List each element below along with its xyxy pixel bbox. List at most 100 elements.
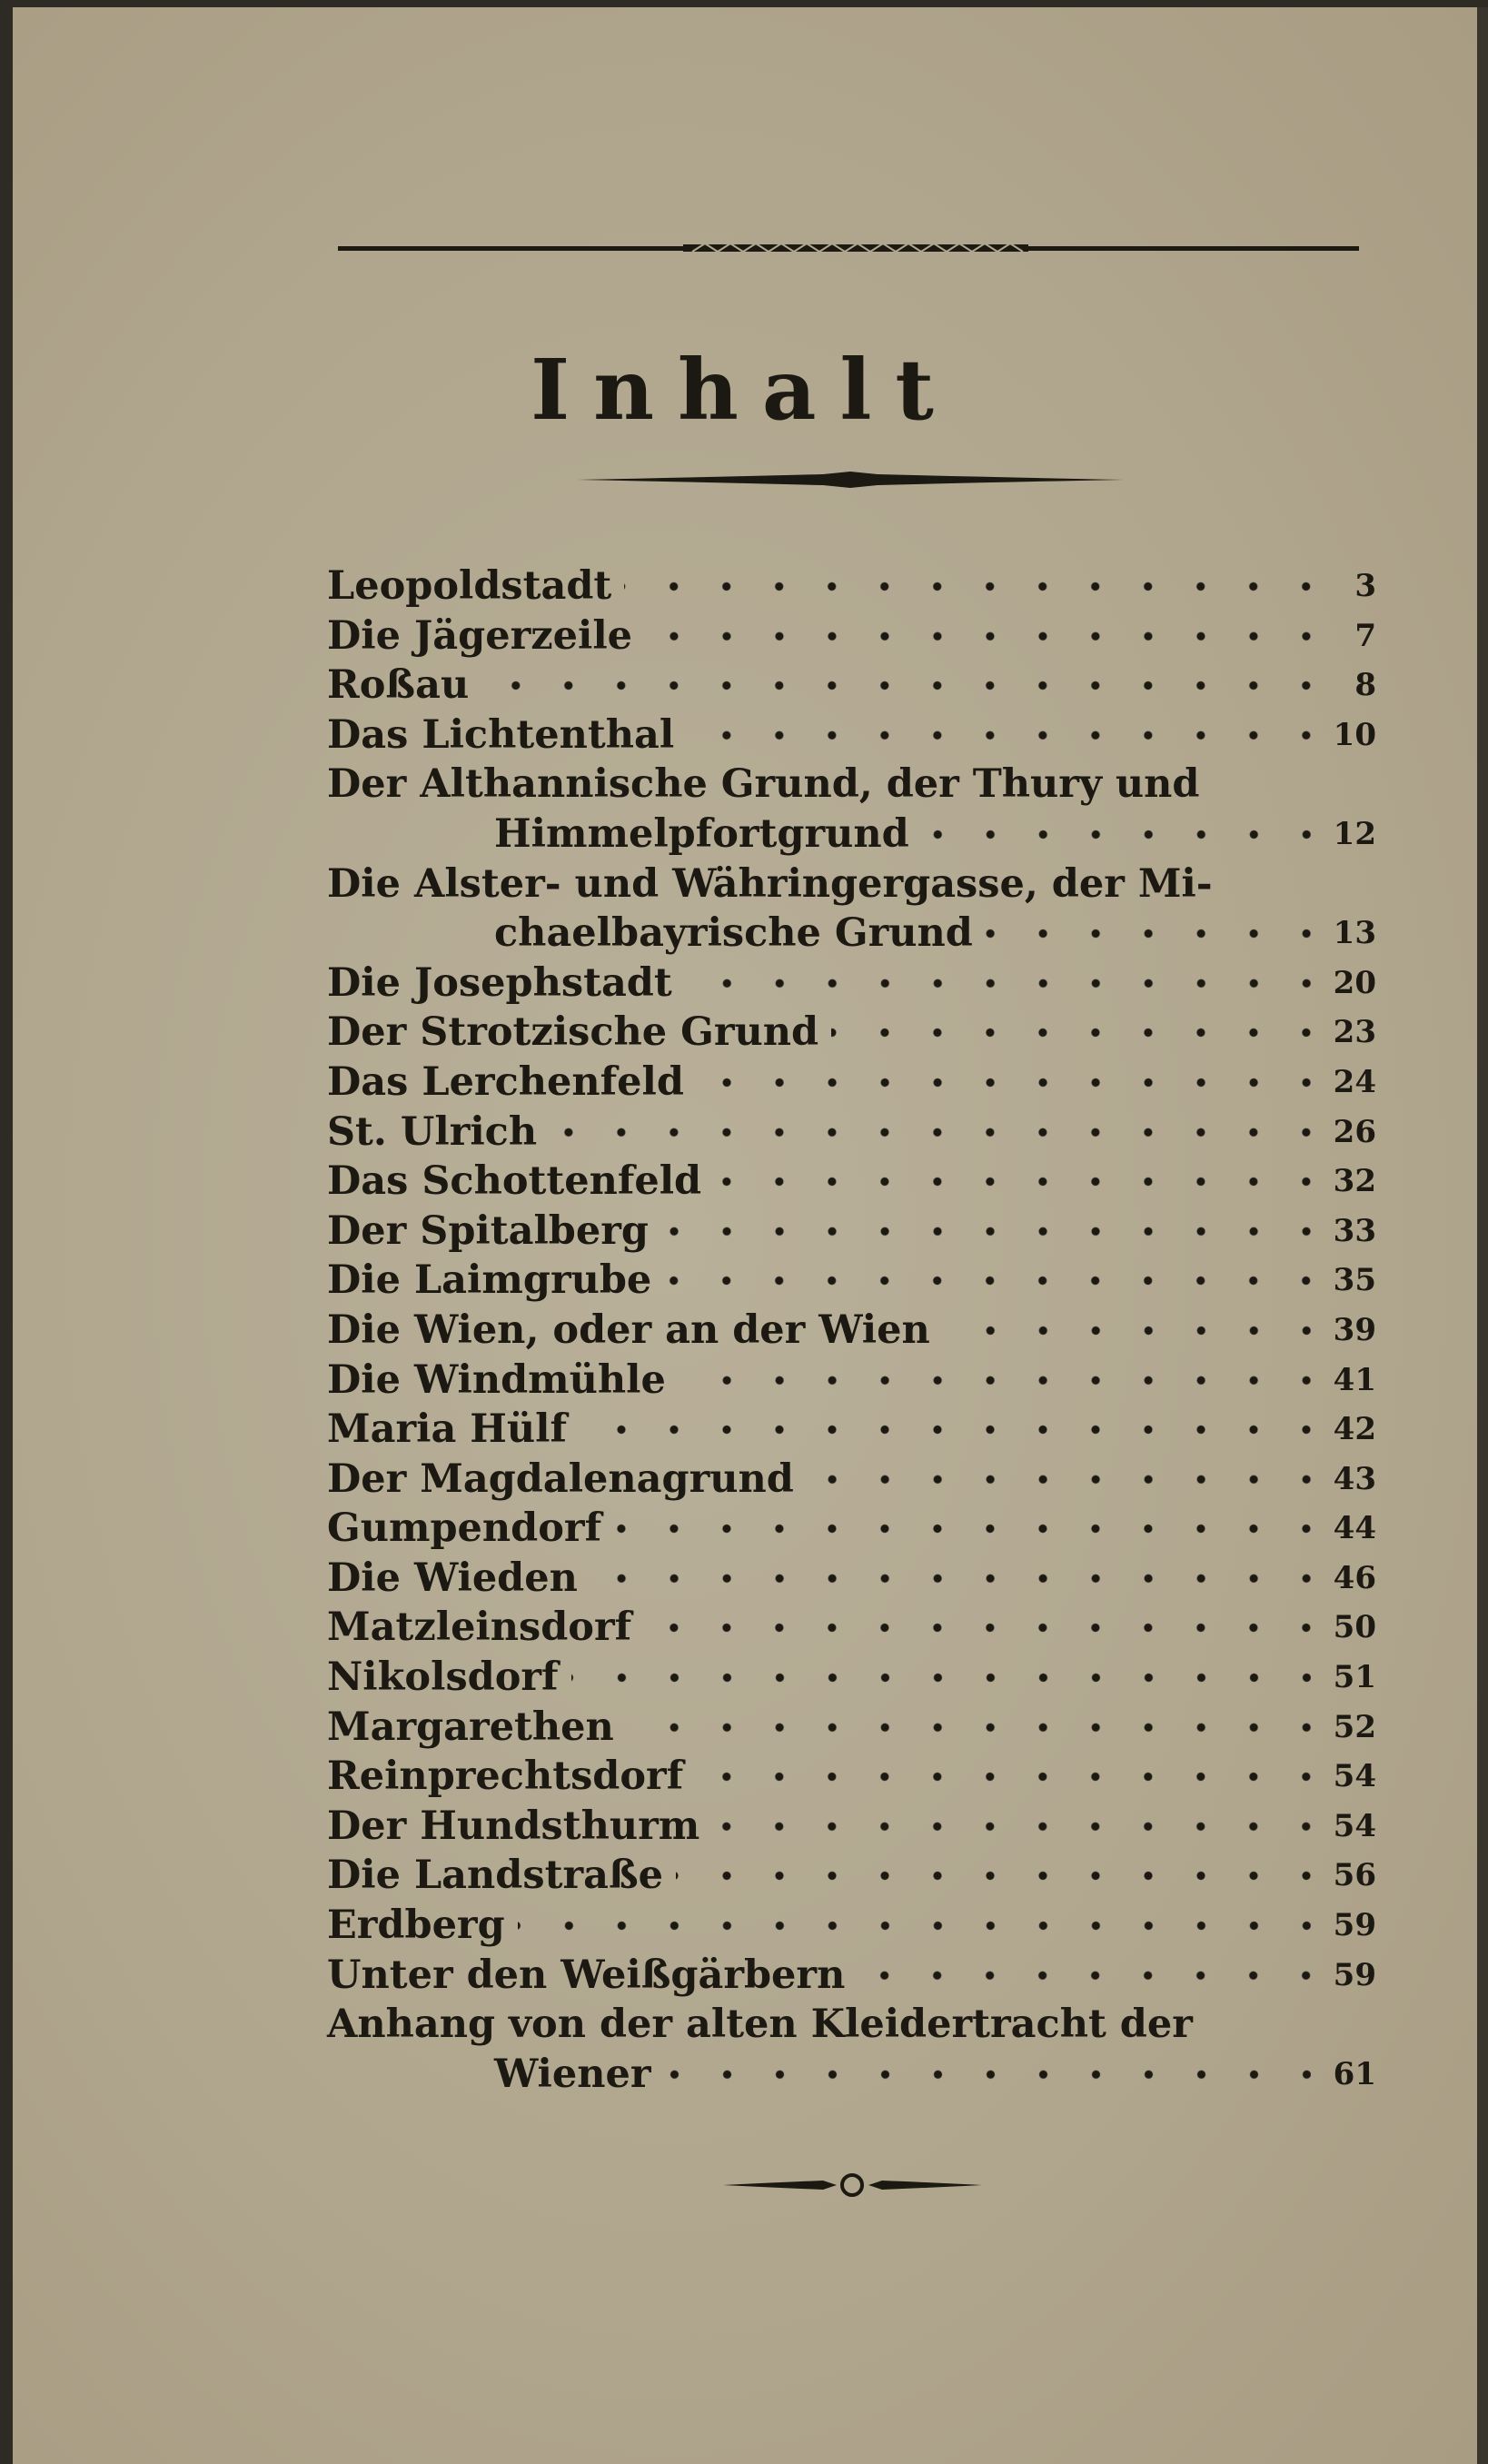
toc-entry: Die Laimgrube 35 bbox=[327, 1256, 1376, 1306]
toc-page-number: 59 bbox=[1333, 1907, 1376, 1944]
toc-entry: Matzleinsdorf 50 bbox=[327, 1603, 1376, 1654]
dot-leader bbox=[687, 710, 1311, 760]
toc-entry-title: Nikolsdorf bbox=[327, 1654, 559, 1701]
dot-leader bbox=[714, 1157, 1311, 1207]
toc-entry-title: Die Laimgrube bbox=[327, 1257, 652, 1304]
toc-page-number: 52 bbox=[1333, 1708, 1376, 1745]
toc-page-number: 10 bbox=[1333, 716, 1376, 753]
table-of-contents: Leopoldstadt 3 Die Jägerzeile 7 Roßau 8 Das Li… bbox=[327, 561, 1376, 2100]
dot-leader bbox=[517, 1901, 1311, 1951]
toc-entry-title: Die Wieden bbox=[327, 1555, 578, 1601]
toc-page-number: 59 bbox=[1333, 1956, 1376, 1993]
toc-page-number: 26 bbox=[1333, 1113, 1376, 1150]
toc-page-number: 54 bbox=[1333, 1758, 1376, 1795]
toc-entry-title: Die Windmühle bbox=[327, 1356, 666, 1403]
dot-leader bbox=[858, 1950, 1311, 2001]
dot-leader bbox=[626, 1702, 1311, 1753]
toc-entry: Die Wieden 46 bbox=[327, 1553, 1376, 1604]
toc-entry-title: Der Magdalenagrund bbox=[327, 1456, 794, 1502]
toc-entry-continuation: Wiener 61 bbox=[327, 2049, 1376, 2100]
toc-page-number: 54 bbox=[1333, 1807, 1376, 1844]
toc-page-number: 7 bbox=[1354, 617, 1376, 654]
toc-entry-continuation: chaelbayrische Grund 13 bbox=[327, 909, 1376, 959]
toc-entry: Die Jägerzeile 7 bbox=[327, 611, 1376, 661]
dot-leader bbox=[985, 909, 1311, 959]
toc-entry: Die Josephstadt 20 bbox=[327, 958, 1376, 1008]
dot-leader bbox=[831, 1008, 1311, 1058]
toc-entry-title: chaelbayrische Grund bbox=[494, 910, 973, 957]
toc-page-number: 41 bbox=[1333, 1361, 1376, 1398]
dot-leader bbox=[624, 561, 1311, 611]
dot-leader bbox=[481, 661, 1311, 710]
scan-edge-left bbox=[0, 0, 13, 2464]
toc-entry-continuation: Himmelpfortgrund 12 bbox=[327, 809, 1376, 859]
toc-entry: Die Alster- und Währingergasse, der Mi- bbox=[327, 859, 1376, 909]
scan-edge-top bbox=[0, 0, 1488, 7]
toc-entry: Der Magdalenagrund 43 bbox=[327, 1454, 1376, 1505]
toc-entry-title: Reinprechtsdorf bbox=[327, 1754, 684, 1800]
dot-leader bbox=[570, 1653, 1311, 1703]
toc-entry-title: Wiener bbox=[494, 2051, 651, 2097]
toc-entry: Erdberg 59 bbox=[327, 1901, 1376, 1951]
toc-entry-title: Erdberg bbox=[327, 1903, 505, 1949]
toc-entry: Die Landstraße 56 bbox=[327, 1851, 1376, 1902]
dot-leader bbox=[921, 809, 1311, 859]
toc-page-number: 24 bbox=[1333, 1063, 1376, 1100]
top-ornamental-rule bbox=[338, 242, 1359, 253]
dot-leader bbox=[645, 611, 1311, 661]
title-ornamental-rule bbox=[578, 472, 1124, 488]
dot-leader bbox=[684, 958, 1311, 1008]
toc-page-number: 20 bbox=[1333, 964, 1376, 1001]
toc-page-number: 51 bbox=[1333, 1659, 1376, 1696]
dot-leader bbox=[590, 1553, 1311, 1604]
toc-page-number: 42 bbox=[1333, 1411, 1376, 1448]
toc-entry: Margarethen 52 bbox=[327, 1702, 1376, 1753]
toc-entry-title: Das Schottenfeld bbox=[327, 1158, 702, 1205]
toc-page-number: 33 bbox=[1333, 1212, 1376, 1249]
toc-entry-title: Anhang von der alten Kleidertracht der bbox=[327, 2002, 1193, 2048]
dot-leader bbox=[644, 1603, 1311, 1654]
toc-entry-title: Maria Hülf bbox=[327, 1406, 568, 1453]
dot-leader bbox=[678, 1355, 1311, 1406]
toc-entry: Die Windmühle 41 bbox=[327, 1355, 1376, 1406]
dot-leader bbox=[660, 1206, 1311, 1257]
dot-leader bbox=[614, 1504, 1311, 1554]
toc-page-number: 39 bbox=[1333, 1311, 1376, 1348]
dot-leader bbox=[664, 1256, 1311, 1306]
dot-leader bbox=[696, 1057, 1311, 1108]
toc-page-number: 35 bbox=[1333, 1262, 1376, 1299]
toc-entry-title: Das Lichtenthal bbox=[327, 711, 675, 758]
toc-entry-title: St. Ulrich bbox=[327, 1108, 538, 1155]
toc-entry: Anhang von der alten Kleidertracht der bbox=[327, 2000, 1376, 2050]
toc-page-number: 12 bbox=[1333, 815, 1376, 852]
dot-leader bbox=[663, 2049, 1311, 2100]
dot-leader bbox=[550, 1107, 1311, 1157]
dot-leader bbox=[580, 1405, 1311, 1455]
toc-entry-title: Roßau bbox=[327, 662, 470, 709]
toc-entry: St. Ulrich 26 bbox=[327, 1107, 1376, 1157]
toc-entry-title: Der Althannische Grund, der Thury und bbox=[327, 761, 1200, 808]
toc-page-number: 32 bbox=[1333, 1163, 1376, 1200]
toc-entry: Nikolsdorf 51 bbox=[327, 1653, 1376, 1703]
toc-entry-title: Unter den Weißgärbern bbox=[327, 1952, 846, 1998]
toc-entry: Das Schottenfeld 32 bbox=[327, 1157, 1376, 1207]
dot-leader bbox=[942, 1305, 1311, 1356]
toc-page-number: 50 bbox=[1333, 1609, 1376, 1646]
toc-entry-title: Der Spitalberg bbox=[327, 1207, 649, 1254]
toc-entry-title: Gumpendorf bbox=[327, 1505, 602, 1552]
toc-entry: Maria Hülf 42 bbox=[327, 1405, 1376, 1455]
toc-entry-title: Die Jägerzeile bbox=[327, 612, 633, 659]
toc-page-number: 3 bbox=[1354, 568, 1376, 604]
toc-page-number: 61 bbox=[1333, 2055, 1376, 2092]
toc-entry-title: Matzleinsdorf bbox=[327, 1605, 632, 1651]
toc-entry: Gumpendorf 44 bbox=[327, 1504, 1376, 1554]
toc-entry: Der Althannische Grund, der Thury und bbox=[327, 760, 1376, 810]
toc-page-number: 13 bbox=[1333, 915, 1376, 952]
scan-edge-right bbox=[1477, 0, 1488, 2464]
toc-entry: Das Lerchenfeld 24 bbox=[327, 1057, 1376, 1108]
toc-page-number: 23 bbox=[1333, 1014, 1376, 1051]
toc-entry-title: Die Josephstadt bbox=[327, 959, 672, 1006]
toc-entry: Das Lichtenthal 10 bbox=[327, 710, 1376, 760]
toc-entry: Leopoldstadt 3 bbox=[327, 561, 1376, 611]
toc-entry: Der Spitalberg 33 bbox=[327, 1206, 1376, 1257]
